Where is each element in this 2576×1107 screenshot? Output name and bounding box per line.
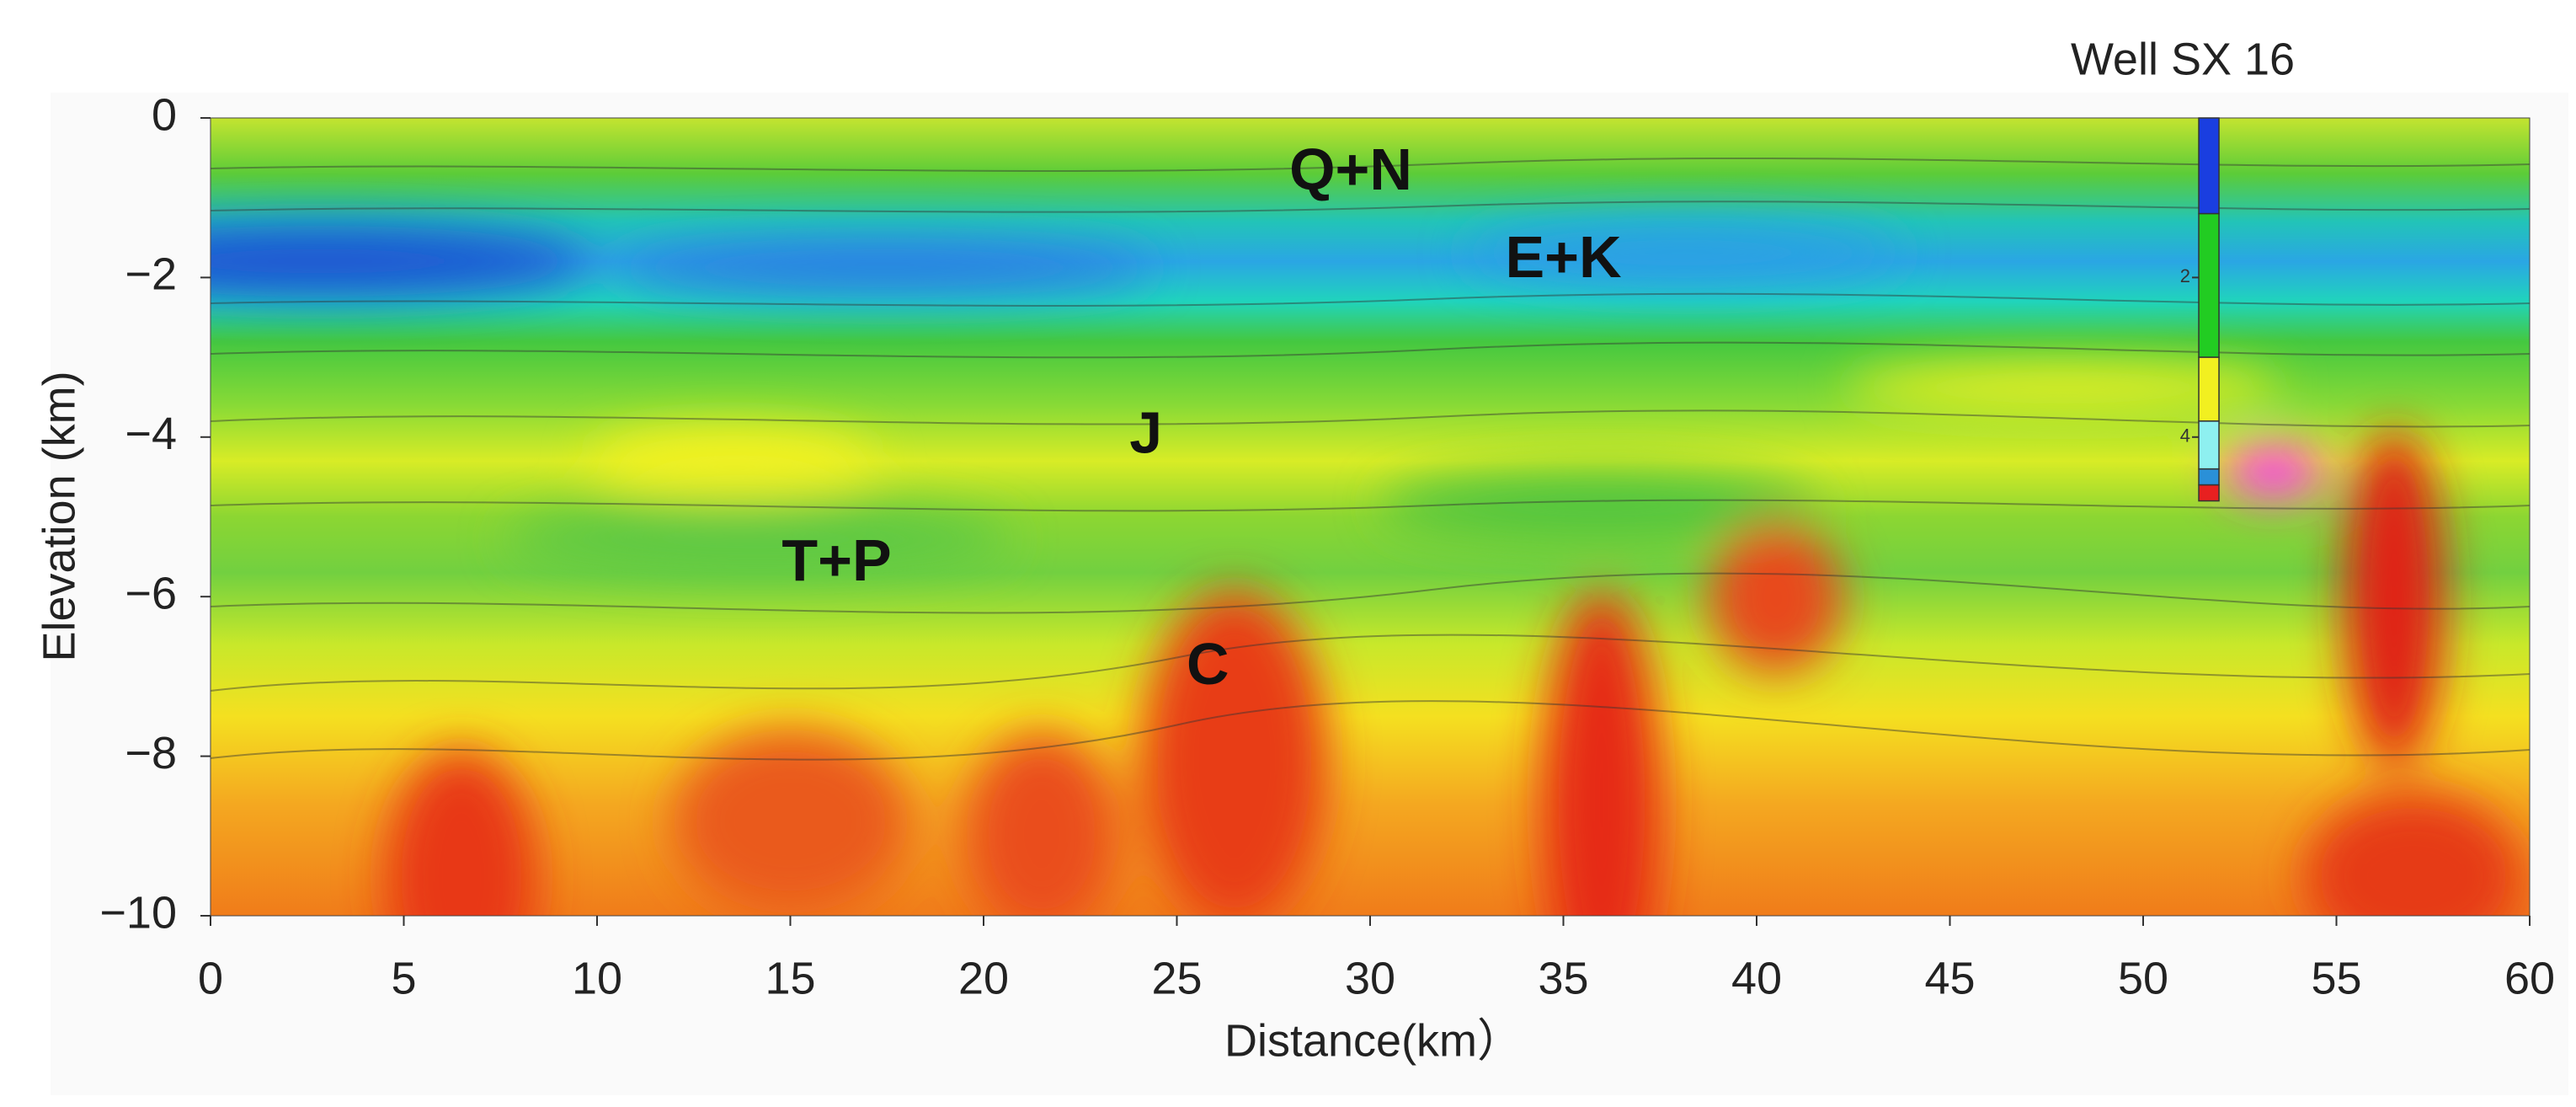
y-axis-title: Elevation (km) xyxy=(34,371,84,661)
x-tick-label: 35 xyxy=(1538,953,1588,1003)
field-features xyxy=(211,222,2523,916)
well-tick-label: 4 xyxy=(2180,425,2190,447)
x-tick-label: 30 xyxy=(1345,953,1395,1003)
well-tick-label: 2 xyxy=(2180,265,2190,286)
y-tick-label: −10 xyxy=(99,887,177,938)
x-axis-title: Distance(km） xyxy=(1224,1015,1523,1066)
well-segment xyxy=(2198,212,2220,358)
field xyxy=(211,118,2530,916)
y-tick-label: −8 xyxy=(125,728,177,778)
annotation: Q+N xyxy=(1289,136,1412,202)
contour-lines xyxy=(211,157,2530,761)
well-segment xyxy=(2198,420,2220,470)
x-tick-label: 0 xyxy=(198,953,223,1003)
annotation: J xyxy=(1129,399,1162,465)
x-tick-label: 45 xyxy=(1924,953,1975,1003)
well-segment xyxy=(2198,468,2220,486)
y-tick-label: −6 xyxy=(125,568,177,618)
field-base xyxy=(211,118,2530,916)
x-tick-label: 15 xyxy=(765,953,815,1003)
x-tick-label: 60 xyxy=(2504,953,2555,1003)
x-tick-label: 25 xyxy=(1151,953,1202,1003)
well-segment xyxy=(2198,117,2220,215)
x-tick-label: 10 xyxy=(572,953,622,1003)
well-segment xyxy=(2198,484,2220,502)
annotation: T+P xyxy=(781,527,891,593)
x-tick-label: 55 xyxy=(2311,953,2361,1003)
annotation: E+K xyxy=(1505,224,1621,290)
well-segment xyxy=(2198,356,2220,422)
annotation: C xyxy=(1187,631,1229,697)
y-tick-label: −4 xyxy=(125,409,177,459)
x-tick-label: 20 xyxy=(958,953,1009,1003)
x-tick-label: 50 xyxy=(2118,953,2168,1003)
y-tick-label: 0 xyxy=(152,89,177,140)
y-tick-label: −2 xyxy=(125,249,177,300)
x-tick-label: 40 xyxy=(1731,953,1782,1003)
x-tick-label: 5 xyxy=(391,953,416,1003)
well-title: Well SX 16 xyxy=(2071,34,2295,84)
